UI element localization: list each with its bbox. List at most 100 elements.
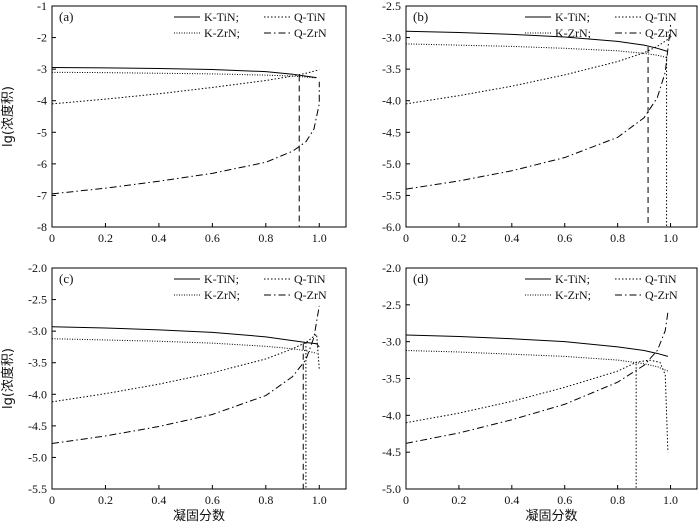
legend-label: Q-TiN xyxy=(294,10,326,24)
x-tick-label: 0.2 xyxy=(451,493,466,507)
y-tick-label: -1 xyxy=(37,0,47,13)
panel-label: (a) xyxy=(59,9,73,24)
chart-panel: 0 0.2 0.4 0.6 0.8 1.0 -5.0 -4.5 -4.0 -3.5 -3.0 -2.5… xyxy=(382,261,698,524)
y-tick-label: -5.0 xyxy=(382,482,401,496)
series-line-k-zrn xyxy=(405,350,669,372)
series-line-q-zrn xyxy=(51,81,320,195)
x-tick-label: 0.8 xyxy=(258,493,273,507)
legend-label: Q-ZrN xyxy=(294,26,327,40)
series-line-q-zrn xyxy=(51,305,320,445)
x-tick-label: 0.4 xyxy=(504,493,519,507)
series-line-q-tin xyxy=(405,37,671,105)
series-line-q-tin xyxy=(51,333,320,403)
y-tick-label: -3.5 xyxy=(382,372,401,386)
x-tick-label: 0.8 xyxy=(610,231,625,245)
y-tick-label: -4.0 xyxy=(382,94,401,108)
legend-label: K-ZrN; xyxy=(555,288,591,302)
legend-label: K-ZrN; xyxy=(204,288,240,302)
y-tick-label: -3.5 xyxy=(382,62,401,76)
y-tick-label: -4.5 xyxy=(382,125,401,139)
series-line-q-tin xyxy=(51,69,320,105)
y-tick-label: -3.0 xyxy=(28,324,47,338)
plot-frame xyxy=(405,5,698,228)
legend-label: K-TiN; xyxy=(555,10,590,24)
y-tick-label: -8 xyxy=(37,220,47,234)
legend-label: Q-TiN xyxy=(645,272,677,286)
x-tick-label: 0.4 xyxy=(504,231,519,245)
chart-panel: 0 0.2 0.4 0.6 0.8 1.0 -5.5 -5.0 -4.5 -4.0 -3.5 -3.0… xyxy=(0,261,347,524)
plot-frame xyxy=(51,5,347,228)
legend-label: K-ZrN; xyxy=(204,26,240,40)
y-tick-label: -5.5 xyxy=(28,482,47,496)
y-tick-label: -2.5 xyxy=(382,0,401,13)
legend-label: Q-ZrN xyxy=(645,288,678,302)
y-tick-label: -3.5 xyxy=(28,356,47,370)
y-tick-label: -4.0 xyxy=(382,408,401,422)
x-tick-label: 0.4 xyxy=(151,231,166,245)
x-tick-label: 1.0 xyxy=(663,493,678,507)
legend-label: Q-ZrN xyxy=(645,26,678,40)
y-tick-label: -2.5 xyxy=(382,298,401,312)
panel-label: (c) xyxy=(59,271,73,286)
chart-panel: 0 0.2 0.4 0.6 0.8 1.0 -6.0 -5.5 -5.0 -4.5 -4.0 -3.5… xyxy=(382,0,698,245)
x-tick-label: 1.0 xyxy=(312,493,327,507)
legend-label: Q-TiN xyxy=(294,272,326,286)
y-tick-label: -5.5 xyxy=(382,188,401,202)
x-tick-label: 0.8 xyxy=(610,493,625,507)
series-line-q-zrn xyxy=(405,312,669,444)
y-tick-label: -6 xyxy=(37,157,47,171)
plot-frame xyxy=(51,267,347,490)
legend-label: K-TiN; xyxy=(204,10,239,24)
series-line-k-tin xyxy=(51,326,320,348)
legend-label: K-TiN; xyxy=(204,272,239,286)
x-tick-label: 0 xyxy=(49,231,55,245)
legend-label: Q-ZrN xyxy=(294,288,327,302)
x-tick-label: 0 xyxy=(49,493,55,507)
y-tick-label: -5 xyxy=(37,125,47,139)
y-tick-label: -6.0 xyxy=(382,220,401,234)
x-tick-label: 0.2 xyxy=(98,493,113,507)
y-tick-label: -2.0 xyxy=(28,261,47,275)
x-tick-label: 0 xyxy=(403,231,409,245)
x-tick-label: 0.6 xyxy=(557,493,572,507)
x-tick-label: 0.2 xyxy=(451,231,466,245)
y-tick-label: -4.0 xyxy=(28,387,47,401)
series-line-k-zrn xyxy=(405,43,669,59)
y-tick-label: -4.5 xyxy=(382,445,401,459)
legend-label: Q-TiN xyxy=(645,10,677,24)
series-line-q-tin xyxy=(405,359,669,453)
x-tick-label: 1.0 xyxy=(312,231,327,245)
series-line-q-zrn xyxy=(405,24,672,190)
panel-label: (b) xyxy=(413,9,428,24)
x-axis-title: 凝固分数 xyxy=(173,508,225,524)
series-line-k-tin xyxy=(51,67,317,79)
x-tick-label: 0.4 xyxy=(151,493,166,507)
y-tick-label: -7 xyxy=(37,188,47,202)
x-tick-label: 0 xyxy=(403,493,409,507)
y-axis-title: lg(浓度积) xyxy=(0,86,16,147)
chart-panel: 0 0.2 0.4 0.6 0.8 1.0 -8 -7 -6 -5 -4 -3 -2 -1 (a) K-TiN… xyxy=(0,0,347,245)
series-line-k-tin xyxy=(405,334,669,357)
y-tick-label: -2 xyxy=(37,31,47,45)
y-tick-label: -3.0 xyxy=(382,31,401,45)
x-tick-label: 0.6 xyxy=(205,231,220,245)
y-tick-label: -5.0 xyxy=(382,157,401,171)
y-tick-label: -5.0 xyxy=(28,450,47,464)
series-line-k-tin xyxy=(405,30,669,52)
y-axis-title: lg(浓度积) xyxy=(0,348,16,409)
legend-label: K-ZrN; xyxy=(555,26,591,40)
x-tick-label: 0.6 xyxy=(557,231,572,245)
y-tick-label: -3.0 xyxy=(382,335,401,349)
series-line-k-zrn xyxy=(51,338,317,354)
legend-label: K-TiN; xyxy=(555,272,590,286)
y-tick-label: -2.5 xyxy=(28,293,47,307)
y-tick-label: -4 xyxy=(37,94,47,108)
x-tick-label: 0.6 xyxy=(205,493,220,507)
y-tick-label: -2.0 xyxy=(382,261,401,275)
x-tick-label: 0.8 xyxy=(258,231,273,245)
x-tick-label: 1.0 xyxy=(663,231,678,245)
panel-label: (d) xyxy=(413,271,428,286)
y-tick-label: -4.5 xyxy=(28,419,47,433)
x-tick-label: 0.2 xyxy=(98,231,113,245)
